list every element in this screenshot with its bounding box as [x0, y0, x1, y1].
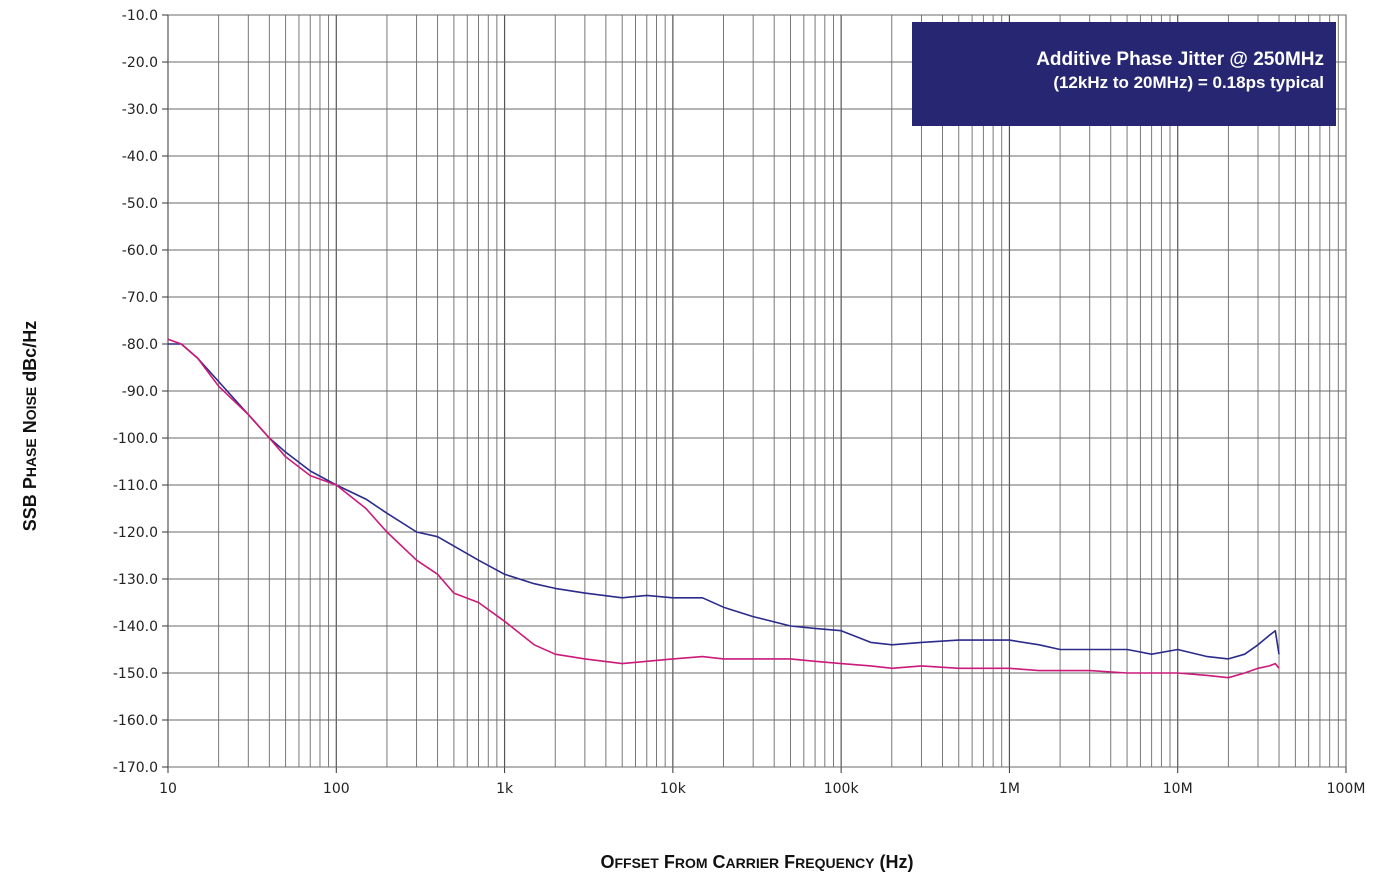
y-tick-label: -20.0 [122, 55, 158, 71]
x-axis-label: OFFSET FROM CARRIER FREQUENCY (Hz) [600, 852, 913, 872]
y-tick-label: -50.0 [122, 196, 158, 212]
y-tick-label: -10.0 [122, 8, 158, 24]
y-tick-label: -170.0 [113, 760, 158, 776]
annotation-line-1: Additive Phase Jitter @ 250MHz [1036, 49, 1324, 70]
y-tick-label: -100.0 [113, 431, 158, 447]
y-axis-label: SSB PHASE NOISE dBc/Hz [20, 321, 40, 531]
jitter-annotation-box: Additive Phase Jitter @ 250MHz (12kHz to… [912, 22, 1336, 126]
x-tick-label: 100k [824, 781, 860, 797]
y-tick-label: -110.0 [113, 478, 158, 494]
y-tick-label: -120.0 [113, 525, 158, 541]
grid [162, 14, 1347, 773]
x-tick-label: 100M [1327, 781, 1366, 797]
tick-labels: -10.0 -20.0 -30.0 -40.0 -50.0 -60.0 -70.0 -80.0… [113, 8, 1366, 797]
series-line-2 [167, 338, 1280, 679]
y-tick-label: -130.0 [113, 572, 158, 588]
annotation-line-2: (12kHz to 20MHz) = 0.18ps typical [1053, 73, 1324, 92]
y-tick-label: -90.0 [122, 384, 158, 400]
y-tick-label: -160.0 [113, 713, 158, 729]
x-tick-label: 10k [660, 781, 687, 797]
x-tick-label: 100 [323, 781, 350, 797]
x-tick-label: 1M [999, 781, 1020, 797]
series-layer [167, 338, 1280, 679]
y-tick-label: -40.0 [122, 149, 158, 165]
x-tick-label: 1k [496, 781, 514, 797]
y-tick-label: -80.0 [122, 337, 158, 353]
x-tick-label: 10M [1163, 781, 1193, 797]
y-tick-label: -30.0 [122, 102, 158, 118]
y-tick-label: -140.0 [113, 619, 158, 635]
y-tick-label: -150.0 [113, 666, 158, 682]
x-tick-label: 10 [159, 781, 177, 797]
series-line-1 [168, 343, 1280, 660]
y-tick-label: -70.0 [122, 290, 158, 306]
y-tick-label: -60.0 [122, 243, 158, 259]
